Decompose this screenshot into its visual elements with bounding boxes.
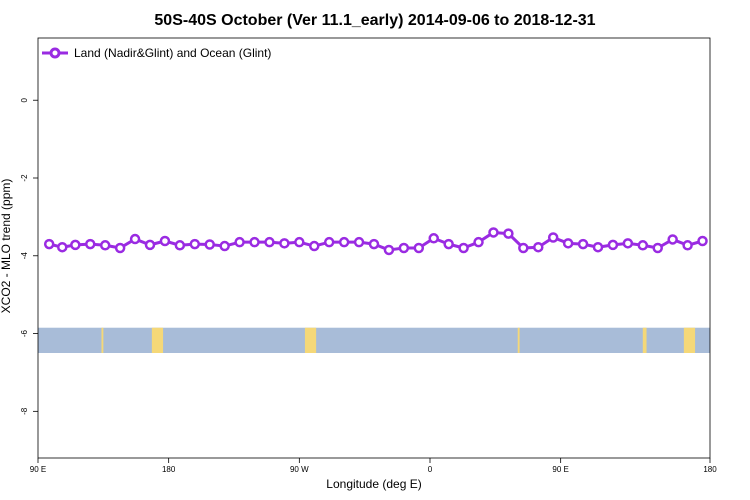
x-tick-label: 180 bbox=[703, 465, 717, 474]
data-point bbox=[309, 240, 320, 252]
data-point bbox=[697, 235, 708, 247]
data-point bbox=[144, 239, 156, 251]
data-point bbox=[592, 241, 604, 253]
data-point bbox=[518, 242, 529, 254]
y-tick-label: -6 bbox=[20, 329, 29, 337]
data-point bbox=[637, 240, 649, 251]
data-point bbox=[577, 238, 589, 250]
series-layer bbox=[43, 227, 708, 256]
data-point bbox=[85, 238, 96, 250]
data-point bbox=[488, 227, 499, 238]
y-tick-label: -4 bbox=[20, 252, 29, 260]
data-point bbox=[682, 240, 693, 251]
data-point bbox=[99, 240, 111, 251]
data-point bbox=[353, 236, 365, 248]
data-point bbox=[174, 240, 186, 251]
legend: Land (Nadir&Glint) and Ocean (Glint) bbox=[42, 46, 271, 60]
legend-marker-swatch bbox=[49, 47, 61, 59]
data-point bbox=[368, 238, 380, 250]
data-point bbox=[189, 238, 201, 250]
data-point bbox=[458, 242, 469, 254]
data-point bbox=[398, 242, 410, 254]
data-point bbox=[249, 236, 260, 248]
plot-frame bbox=[37, 37, 711, 459]
land-patch bbox=[151, 327, 164, 353]
land-patch bbox=[683, 327, 696, 353]
data-point bbox=[413, 242, 425, 254]
data-point bbox=[43, 238, 55, 250]
x-tick-label: 90 W bbox=[290, 465, 309, 474]
data-point bbox=[473, 236, 484, 248]
land-patch bbox=[517, 327, 520, 353]
data-point bbox=[533, 241, 544, 253]
data-point bbox=[279, 238, 290, 249]
data-point bbox=[338, 236, 350, 248]
map-strip bbox=[38, 327, 710, 353]
data-point bbox=[219, 240, 230, 252]
data-point bbox=[70, 239, 81, 251]
data-point bbox=[114, 242, 126, 254]
y-axis-label: XCO2 - MLO trend (ppm) bbox=[0, 179, 13, 314]
y-axis: 0 -2 -4 -6 -8 bbox=[20, 97, 38, 415]
data-point bbox=[129, 233, 141, 245]
land-patch bbox=[101, 327, 104, 353]
data-point bbox=[652, 242, 663, 254]
land-patch bbox=[304, 327, 317, 353]
data-point bbox=[57, 241, 68, 253]
x-axis: 90 E 180 90 W 0 90 E 180 bbox=[30, 458, 717, 474]
data-point bbox=[667, 234, 678, 245]
data-point bbox=[622, 238, 634, 249]
y-tick-label: -8 bbox=[20, 407, 29, 415]
data-point bbox=[383, 244, 395, 256]
chart-title: 50S-40S October (Ver 11.1_early) 2014-09… bbox=[154, 12, 595, 29]
data-point bbox=[547, 232, 559, 243]
y-tick-label: -2 bbox=[20, 174, 29, 182]
data-point bbox=[264, 236, 275, 248]
y-tick-label: 0 bbox=[20, 97, 29, 102]
data-point bbox=[503, 228, 514, 239]
data-point bbox=[428, 233, 439, 244]
data-point bbox=[323, 236, 335, 248]
data-point bbox=[204, 239, 215, 250]
data-point bbox=[159, 235, 171, 247]
x-tick-label: 90 E bbox=[30, 465, 46, 474]
data-point bbox=[294, 236, 305, 248]
data-point bbox=[443, 238, 454, 250]
legend-label: Land (Nadir&Glint) and Ocean (Glint) bbox=[74, 46, 271, 60]
x-tick-label: 90 E bbox=[552, 465, 568, 474]
x-axis-label: Longitude (deg E) bbox=[326, 477, 421, 491]
data-point bbox=[562, 238, 574, 249]
x-tick-label: 180 bbox=[162, 465, 176, 474]
data-point bbox=[234, 236, 245, 248]
data-point bbox=[607, 239, 619, 251]
x-tick-label: 0 bbox=[428, 465, 433, 474]
ocean-band bbox=[38, 327, 710, 353]
land-patch bbox=[642, 327, 647, 353]
